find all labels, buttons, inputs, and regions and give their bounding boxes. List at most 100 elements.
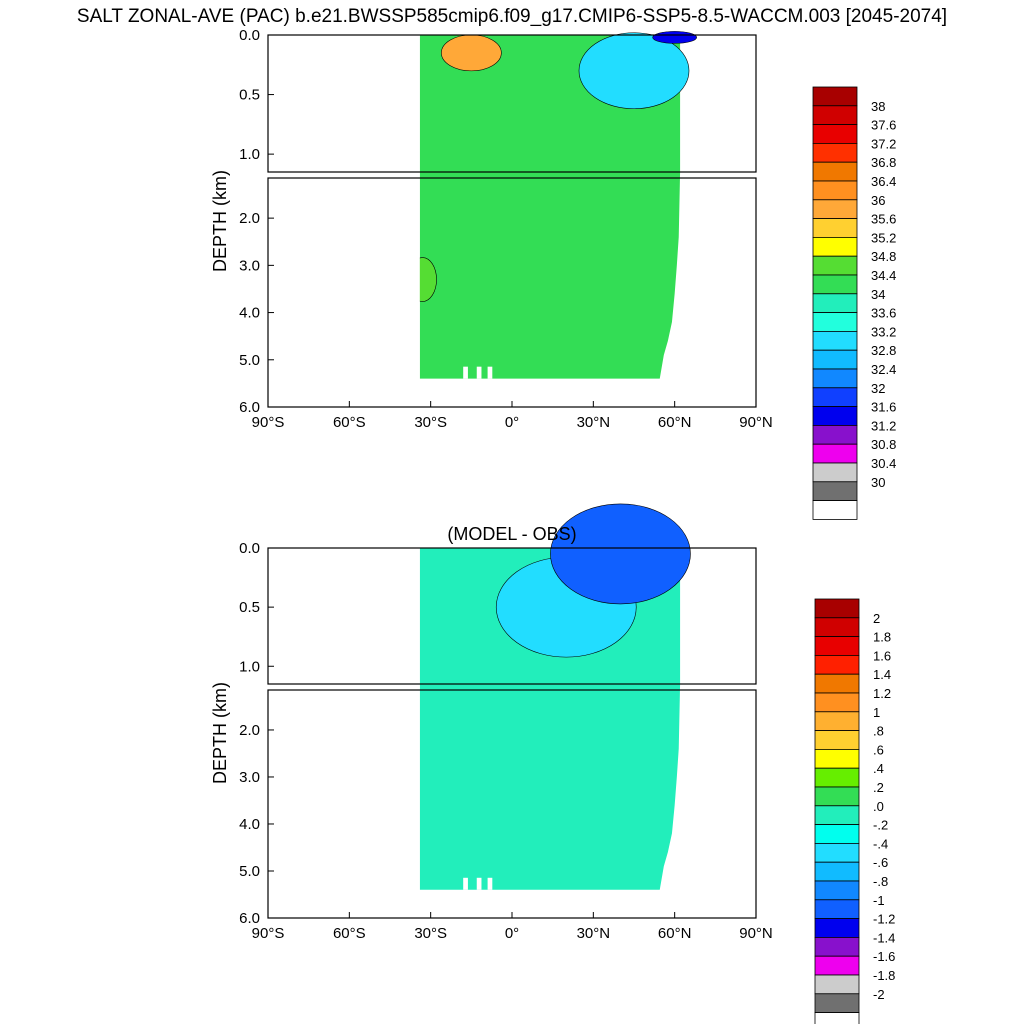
- mask-west: [0, 547, 420, 919]
- bottom-notch: [476, 366, 482, 379]
- colorbar-swatch: [812, 462, 858, 483]
- colorbar-label: 2: [873, 611, 880, 626]
- colorbar-swatch: [812, 218, 858, 238]
- colorbar-label: 32.4: [871, 362, 896, 377]
- colorbar-label: 1.6: [873, 648, 891, 663]
- colorbar-swatch: [812, 124, 858, 144]
- y-tick-label: 5.0: [239, 863, 260, 880]
- colorbar-swatch: [812, 387, 858, 407]
- colorbar-swatch: [812, 349, 858, 370]
- colorbar-label: .6: [873, 742, 884, 757]
- colorbar-swatch: [812, 86, 858, 107]
- colorbar-label: -1.8: [873, 968, 895, 983]
- colorbar-swatch: [812, 406, 858, 426]
- colorbar-label: 30: [871, 475, 885, 490]
- y-tick-label: 4.0: [239, 305, 260, 322]
- colorbar-label: -1.4: [873, 930, 895, 945]
- y-tick-label: 2.0: [239, 722, 260, 739]
- colorbar-label: -1.2: [873, 912, 895, 927]
- colorbar-label: -.4: [873, 836, 888, 851]
- upper-frame: [267, 34, 757, 173]
- x-tick-label: 30°N: [577, 925, 611, 942]
- colorbar-swatch: [814, 749, 860, 769]
- y-tick-label: 6.0: [239, 399, 260, 416]
- colorbar-swatch: [812, 161, 858, 182]
- x-tick-label: 90°S: [252, 414, 285, 431]
- colorbar-swatch: [812, 199, 858, 220]
- x-tick-label: 60°S: [333, 414, 366, 431]
- y-tick-label: 1.0: [239, 146, 260, 163]
- colorbar-label: .0: [873, 799, 884, 814]
- figure-title: SALT ZONAL-AVE (PAC) b.e21.BWSSP585cmip6…: [76, 6, 948, 27]
- bottom-notch: [487, 877, 493, 890]
- colorbar-label: 35.6: [871, 212, 896, 227]
- mask-west: [0, 34, 420, 408]
- colorbar-label: 37.2: [871, 136, 896, 151]
- bottom-notch: [476, 877, 482, 890]
- colorbar-swatch: [814, 730, 860, 750]
- colorbar-label: 32.8: [871, 343, 896, 358]
- colorbar-swatch: [814, 824, 860, 844]
- y-tick-label: 3.0: [239, 769, 260, 786]
- x-tick-label: 90°S: [252, 925, 285, 942]
- colorbar-label: 1: [873, 705, 880, 720]
- colorbar-swatch: [812, 481, 858, 501]
- feature-3: [652, 31, 697, 44]
- colorbar-swatch: [814, 711, 860, 731]
- colorbar-swatch: [814, 692, 860, 713]
- colorbar-swatch: [812, 312, 858, 332]
- colorbar-swatch: [812, 443, 858, 464]
- colorbar-label: 31.2: [871, 418, 896, 433]
- colorbar-label: .8: [873, 724, 884, 739]
- colorbar-swatch: [812, 142, 858, 163]
- colorbar-label: -.6: [873, 855, 888, 870]
- y-tick-label: 5.0: [239, 352, 260, 369]
- colorbar-swatch: [814, 673, 860, 694]
- x-tick-label: 30°S: [414, 414, 447, 431]
- x-tick-label: 90°N: [739, 414, 773, 431]
- colorbar-label: 37.6: [871, 118, 896, 133]
- colorbar-label: 1.4: [873, 667, 891, 682]
- x-tick-label: 60°S: [333, 925, 366, 942]
- x-tick-label: 30°S: [414, 925, 447, 942]
- y-tick-label: 4.0: [239, 816, 260, 833]
- colorbar-label: .2: [873, 780, 884, 795]
- y-tick-label: 0.5: [239, 599, 260, 616]
- y-axis-label: DEPTH (km): [210, 170, 230, 272]
- colorbar-swatch: [814, 636, 860, 656]
- colorbar-swatch: [814, 767, 860, 788]
- x-tick-label: 30°N: [577, 414, 611, 431]
- colorbar-swatch: [814, 918, 860, 938]
- bottom-notch: [463, 877, 468, 890]
- x-tick-label: 60°N: [658, 925, 692, 942]
- colorbar-label: 30.4: [871, 456, 896, 471]
- colorbar-label: .4: [873, 761, 884, 776]
- x-tick-label: 60°N: [658, 414, 692, 431]
- colorbar-label: -.2: [873, 818, 888, 833]
- colorbar-swatch: [812, 255, 858, 276]
- colorbar-swatch: [814, 861, 860, 882]
- colorbar: 21.81.61.41.21.8.6.4.2.0-.2-.4-.6-.8-1-1…: [814, 598, 895, 1024]
- colorbar-label: 33.6: [871, 306, 896, 321]
- x-tick-label: 0°: [505, 414, 519, 431]
- y-tick-label: 3.0: [239, 257, 260, 274]
- colorbar-label: -2: [873, 987, 885, 1002]
- colorbar-swatch: [812, 274, 858, 295]
- colorbar-swatch: [812, 236, 858, 257]
- colorbar-label: -1.6: [873, 949, 895, 964]
- colorbar-swatch: [812, 105, 858, 126]
- colorbar-label: 1.2: [873, 686, 891, 701]
- colorbar-swatch: [814, 880, 860, 901]
- colorbar-swatch: [814, 805, 860, 825]
- x-tick-label: 0°: [505, 925, 519, 942]
- y-tick-label: 0.0: [239, 27, 260, 44]
- colorbar-swatch: [814, 843, 860, 863]
- y-tick-label: 1.0: [239, 658, 260, 675]
- colorbar-label: 36: [871, 193, 885, 208]
- panel-title: (MODEL - OBS): [447, 524, 576, 544]
- colorbar-swatch: [814, 993, 860, 1013]
- y-tick-label: 6.0: [239, 910, 260, 927]
- colorbar-label: 32: [871, 381, 885, 396]
- x-tick-label: 90°N: [739, 925, 773, 942]
